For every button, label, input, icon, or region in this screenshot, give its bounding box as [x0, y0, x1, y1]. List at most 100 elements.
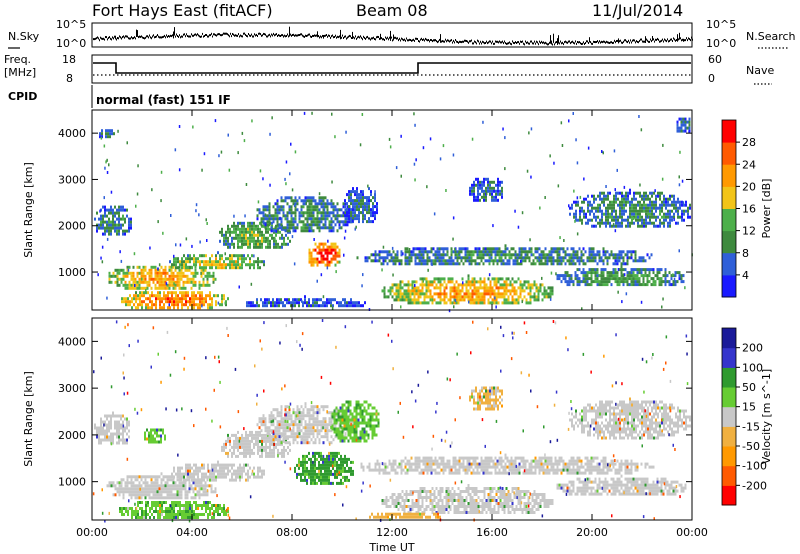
noise-trace-sample: [328, 34, 329, 37]
vel-cell: [198, 481, 201, 485]
power-cell: [104, 214, 106, 218]
power-cell: [635, 197, 637, 201]
noise-trace-sample: [322, 34, 323, 37]
power-cell: [404, 262, 407, 266]
power-cell: [223, 236, 225, 240]
power-cell: [473, 298, 476, 302]
power-scatter-point: [439, 157, 442, 161]
power-cell: [225, 233, 227, 237]
power-cell: [120, 217, 122, 221]
noise-trace-sample: [576, 42, 577, 45]
power-cell: [640, 268, 643, 272]
power-cell: [209, 260, 211, 264]
power-scatter-point: [504, 167, 506, 171]
power-cell: [671, 215, 673, 219]
power-cell: [405, 289, 408, 293]
vel-cell: [186, 493, 189, 497]
power-cell: [324, 220, 327, 224]
power-cell: [350, 190, 352, 194]
power-cell: [490, 247, 493, 251]
noise-trace-sample: [551, 40, 552, 45]
noise-trace-sample: [332, 34, 333, 37]
vel-cell: [141, 507, 143, 510]
power-cell: [599, 197, 601, 201]
noise-trace-sample: [169, 35, 170, 38]
power-cell: [401, 295, 404, 299]
power-cell: [356, 301, 358, 305]
power-cell: [395, 283, 398, 287]
noise-trace-sample: [500, 41, 501, 44]
noise-trace-sample: [682, 38, 683, 41]
power-scatter-point: [185, 237, 188, 241]
power-cell: [322, 301, 324, 305]
power-scatter-point: [646, 214, 648, 218]
power-cell: [592, 271, 595, 275]
power-cell: [221, 227, 223, 231]
power-cell: [416, 262, 419, 266]
power-cell: [312, 223, 315, 227]
power-cell: [185, 297, 187, 301]
power-cell: [548, 256, 551, 260]
power-cell: [406, 259, 409, 263]
power-cell: [253, 230, 255, 234]
power-cell: [266, 205, 269, 209]
vel-cell: [140, 475, 143, 479]
power-cell: [393, 298, 396, 302]
vel-cell: [183, 513, 185, 516]
power-cell: [667, 224, 669, 228]
power-scatter-point: [549, 154, 551, 158]
power-scatter-point: [413, 112, 415, 116]
power-cell: [649, 221, 651, 225]
vel-cell: [118, 420, 120, 424]
vel-cell: [181, 513, 183, 516]
power-cell: [600, 271, 603, 275]
power-cell: [677, 197, 679, 201]
power-cell: [394, 262, 397, 266]
power-cell: [412, 247, 415, 251]
power-cell: [429, 280, 432, 284]
power-cell: [601, 212, 603, 216]
power-cell: [258, 211, 261, 215]
power-cell: [545, 292, 548, 296]
noise-trace-sample: [389, 36, 390, 39]
power-cell: [129, 300, 131, 304]
power-cell: [380, 256, 383, 260]
power-cell: [592, 250, 595, 254]
vel-cell: [214, 487, 217, 491]
power-cell: [528, 256, 531, 260]
vel-cell: [157, 513, 159, 516]
power-cell: [663, 215, 665, 219]
power-cell: [388, 250, 391, 254]
power-cell: [158, 277, 161, 281]
power-cell: [241, 233, 243, 237]
power-cell: [477, 298, 480, 302]
noise-trace-sample: [524, 43, 525, 46]
power-cell: [407, 283, 410, 287]
power-cell: [332, 245, 335, 249]
power-cell: [207, 260, 209, 264]
noise-trace-sample: [312, 34, 313, 37]
power-cell: [138, 265, 141, 269]
vel-cell: [143, 516, 145, 519]
power-cell: [308, 202, 311, 206]
vel-cell: [168, 478, 171, 482]
power-cell: [348, 214, 351, 218]
noise-trace-sample: [664, 38, 665, 41]
power-cell: [673, 194, 675, 198]
power-cell: [643, 206, 645, 210]
power-scatter-point: [672, 273, 674, 277]
power-cell: [453, 289, 456, 293]
power-cell: [598, 253, 601, 257]
power-cell: [606, 271, 609, 275]
power-cell: [116, 274, 119, 278]
power-cell: [253, 242, 255, 246]
noise-trace-sample: [519, 42, 520, 45]
power-cell: [231, 239, 233, 243]
vel-cell: [112, 414, 114, 418]
power-cell: [288, 226, 291, 230]
power-cell: [246, 304, 248, 308]
power-scatter-point: [160, 199, 162, 203]
power-cell: [541, 283, 544, 287]
power-cell: [562, 259, 565, 263]
power-cell: [157, 297, 159, 301]
